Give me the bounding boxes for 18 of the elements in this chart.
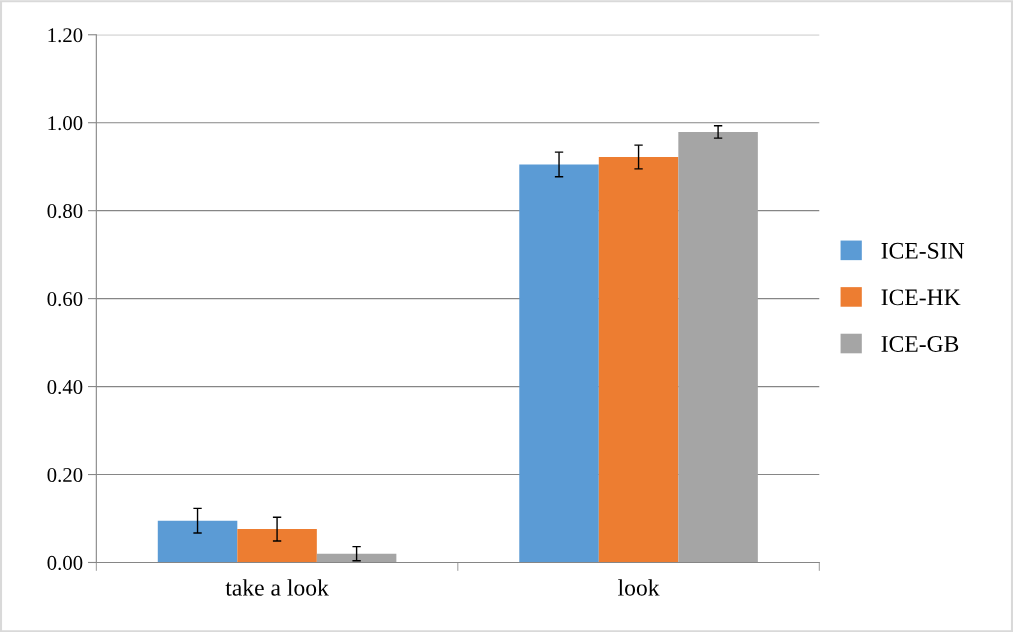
x-tick-label: take a look: [225, 579, 329, 596]
y-tick-label: 0.80: [47, 204, 83, 219]
y-tick-label: 1.20: [48, 28, 83, 43]
legend-label: ICE-GB: [881, 336, 959, 352]
y-tick-label: 1.00: [48, 116, 83, 131]
y-tick-label: 0.20: [47, 467, 83, 483]
legend-label: ICE-SIN: [881, 242, 965, 259]
bar: [237, 529, 317, 563]
bar: [678, 131, 758, 563]
y-tick-label: 0.00: [47, 555, 83, 570]
bar: [598, 157, 679, 563]
x-tick-label: look: [618, 579, 660, 596]
legend-label: ICE-HK: [881, 289, 961, 306]
bar: [519, 164, 599, 563]
bar: [157, 520, 238, 563]
bar: [316, 553, 397, 563]
y-tick-label: 0.60: [47, 291, 83, 307]
y-tick-label: 0.40: [47, 379, 83, 395]
